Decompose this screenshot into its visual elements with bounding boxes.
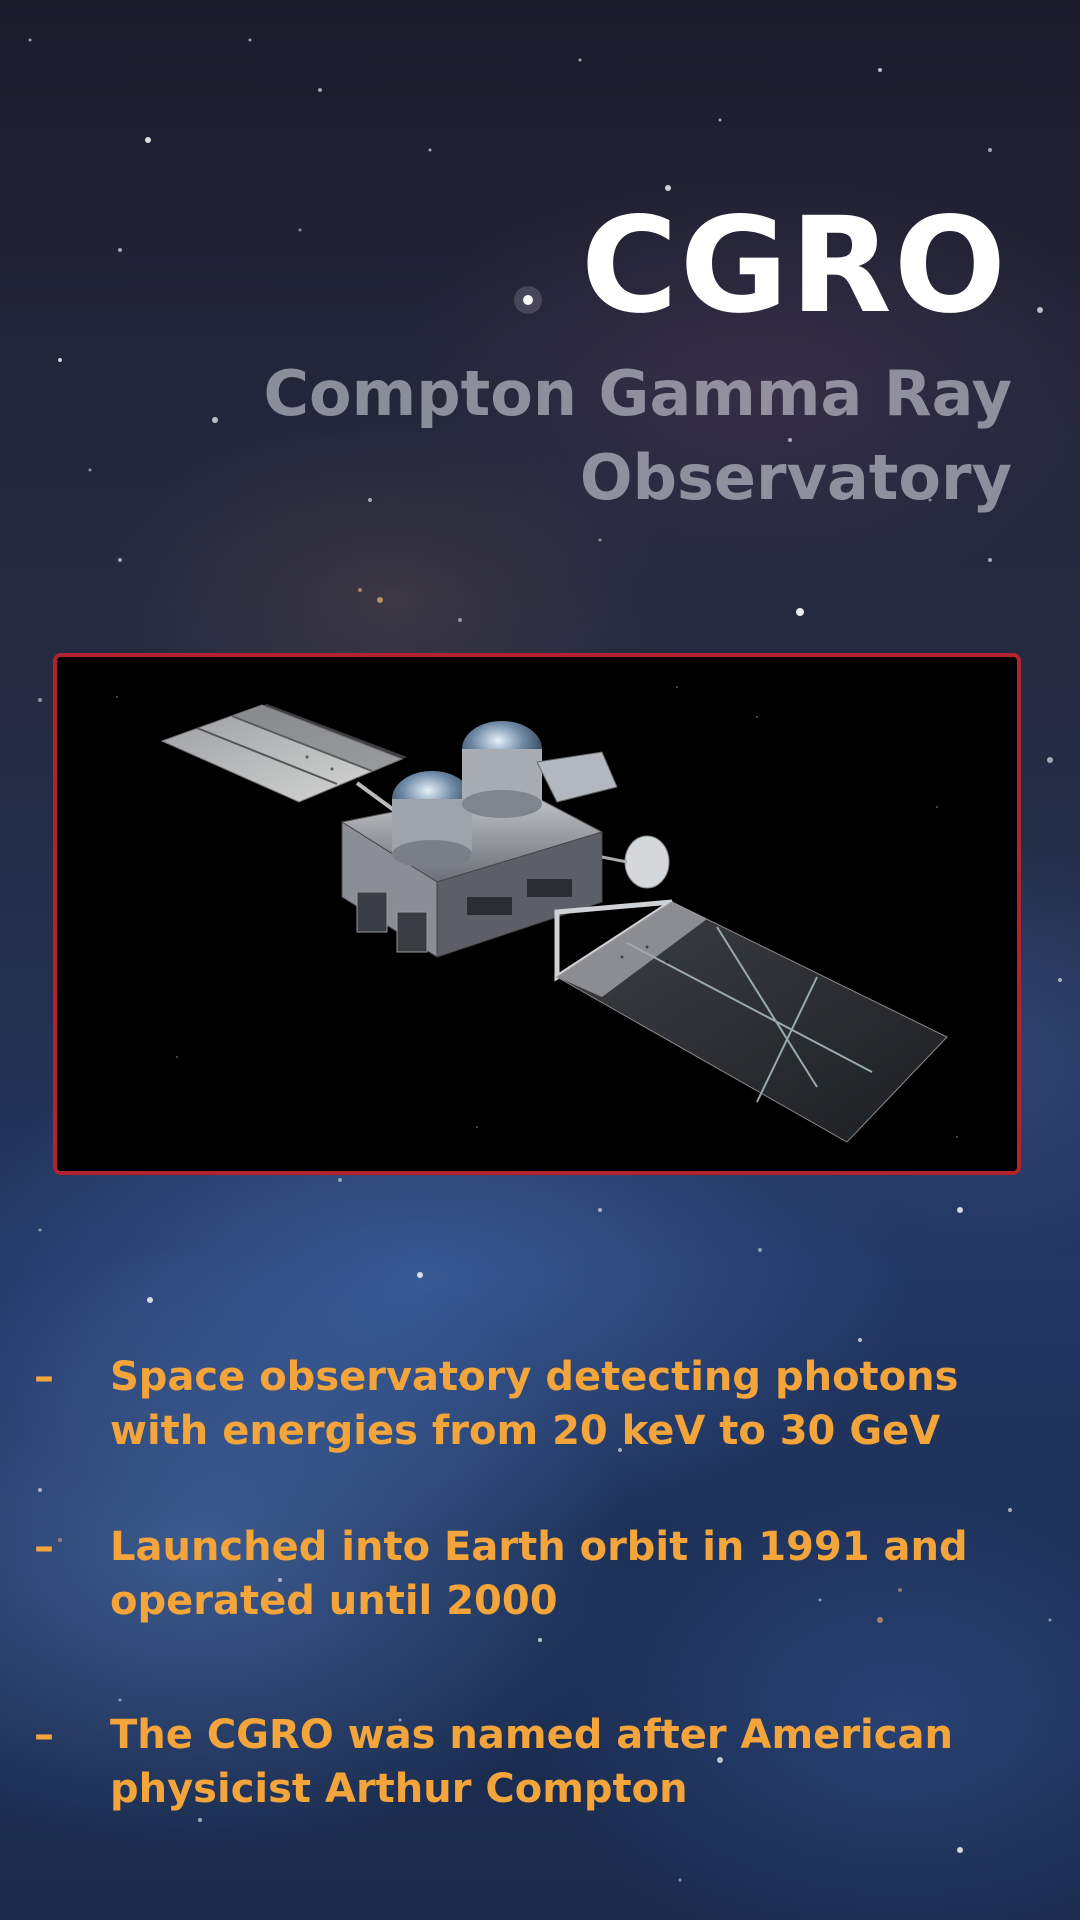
page-subtitle: Compton Gamma Ray Observatory	[263, 357, 1012, 514]
satellite-image	[53, 653, 1021, 1175]
list-item: – Space observatory detecting photons wi…	[0, 1350, 1080, 1460]
bullet-dash: –	[34, 1354, 54, 1400]
list-item: – Launched into Earth orbit in 1991 and …	[0, 1520, 1080, 1630]
page-title: CGRO	[580, 189, 1008, 343]
list-item: – The CGRO was named after American phys…	[0, 1708, 1080, 1818]
bullet-dash: –	[34, 1712, 54, 1758]
satellite-illustration	[57, 657, 1017, 1171]
fact-text: The CGRO was named after American physic…	[110, 1712, 953, 1812]
fact-text: Space observatory detecting photons with…	[110, 1354, 959, 1454]
fact-text: Launched into Earth orbit in 1991 and op…	[110, 1524, 968, 1624]
bullet-dash: –	[34, 1524, 54, 1570]
